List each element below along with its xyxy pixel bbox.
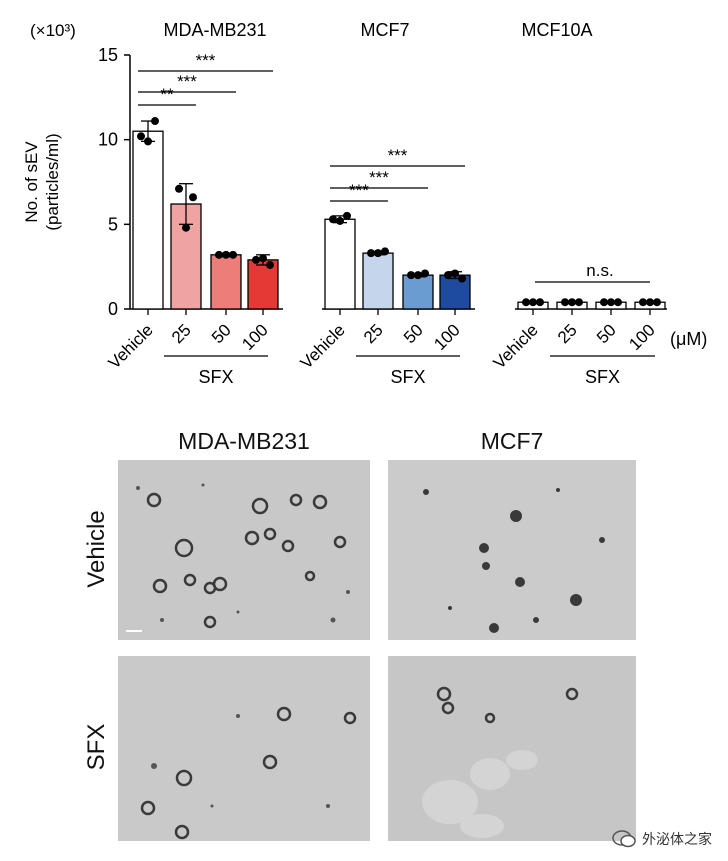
group-title: MCF7 <box>361 20 410 40</box>
y-tick-label: 5 <box>108 214 118 234</box>
y-scale-label: (×10³) <box>30 21 76 40</box>
x-tick-label: Vehicle <box>490 320 542 372</box>
bar <box>132 130 164 310</box>
y-tick-label: 15 <box>98 45 118 65</box>
data-point <box>646 298 654 307</box>
em-column-title-mcf7: MCF7 <box>480 428 544 454</box>
data-point <box>421 269 429 278</box>
group-title: MDA-MB231 <box>163 20 266 40</box>
data-point <box>259 254 267 263</box>
x-tick-label: 100 <box>238 320 271 353</box>
data-point <box>561 298 569 307</box>
data-point <box>529 298 537 307</box>
bar <box>247 259 279 310</box>
y-tick-label: 0 <box>108 299 118 319</box>
data-point <box>444 271 452 280</box>
significance-label: ** <box>160 85 174 104</box>
bar <box>210 254 242 310</box>
chat-bubble-icon <box>612 830 636 848</box>
treatment-label: SFX <box>585 367 620 387</box>
data-point <box>536 298 544 307</box>
data-point <box>222 250 230 259</box>
data-point <box>343 211 351 220</box>
data-point <box>374 249 382 258</box>
em-image-mcf7-vehicle <box>388 460 636 640</box>
data-point <box>151 117 159 126</box>
em-column-title-mda-mb231: MDA-MB231 <box>178 428 310 454</box>
data-point <box>614 298 622 307</box>
em-image-mda-sfx <box>118 656 370 841</box>
watermark-text: 外泌体之家 <box>642 831 712 847</box>
x-tick-label: 50 <box>208 320 235 347</box>
x-tick-label: Vehicle <box>105 320 157 372</box>
data-point <box>175 184 183 193</box>
significance-label: *** <box>196 51 216 70</box>
em-row-label-vehicle: Vehicle <box>83 510 110 588</box>
treatment-label: SFX <box>198 367 233 387</box>
y-axis-label-line1: No. of sEV <box>22 141 41 223</box>
x-tick-label: 100 <box>625 320 658 353</box>
x-tick-label: 25 <box>360 320 387 347</box>
x-tick-label: 100 <box>430 320 463 353</box>
data-point <box>653 298 661 307</box>
data-point <box>451 269 459 278</box>
data-point <box>568 298 576 307</box>
significance-label: *** <box>369 168 389 187</box>
group-title: MCF10A <box>521 20 592 40</box>
bar <box>324 218 356 310</box>
data-point <box>252 255 260 264</box>
x-tick-label: 50 <box>593 320 620 347</box>
watermark: 外泌体之家 <box>612 829 712 849</box>
data-point <box>144 137 152 146</box>
bar <box>362 252 394 310</box>
data-point <box>522 298 530 307</box>
data-point <box>215 250 223 259</box>
significance-label: *** <box>388 146 408 165</box>
em-row-label-sfx: SFX <box>83 723 110 771</box>
significance-label: n.s. <box>586 261 613 280</box>
unit-label: (μM) <box>670 329 707 349</box>
bar <box>402 274 434 310</box>
y-axis-label-line2: (particles/ml) <box>43 133 62 230</box>
x-tick-label: 50 <box>400 320 427 347</box>
data-point <box>600 298 608 307</box>
significance-label: *** <box>349 181 369 200</box>
data-point <box>266 260 274 269</box>
data-point <box>229 250 237 259</box>
data-point <box>407 271 415 280</box>
data-point <box>414 271 422 280</box>
x-tick-label: 25 <box>554 320 581 347</box>
data-point <box>329 215 337 224</box>
bar-chart: 0 5 10 15 (×10³) No. of sEV (particles/ml) MDA-… <box>22 20 707 387</box>
data-point <box>137 132 145 141</box>
data-point <box>639 298 647 307</box>
data-point <box>367 249 375 258</box>
data-point <box>189 193 197 202</box>
y-tick-label: 10 <box>98 130 118 150</box>
treatment-label: SFX <box>390 367 425 387</box>
em-image-mcf7-sfx <box>388 656 636 841</box>
data-point <box>575 298 583 307</box>
em-image-mda-vehicle <box>118 460 370 640</box>
data-point <box>182 223 190 232</box>
data-point <box>607 298 615 307</box>
x-tick-label: Vehicle <box>297 320 349 372</box>
data-point <box>381 247 389 256</box>
data-point <box>458 274 466 283</box>
x-tick-label: 25 <box>168 320 195 347</box>
significance-label: *** <box>177 72 197 91</box>
data-point <box>336 216 344 225</box>
